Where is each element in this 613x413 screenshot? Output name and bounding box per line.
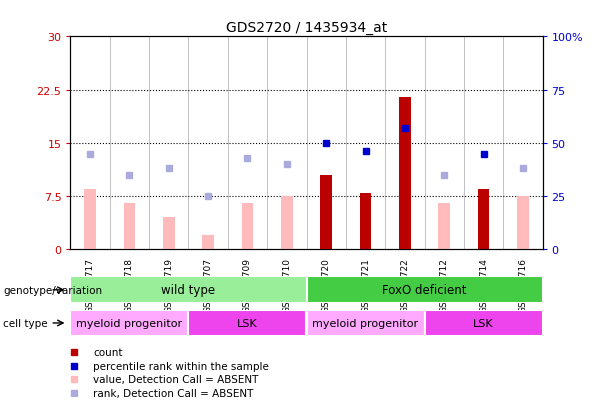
Text: myeloid progenitor: myeloid progenitor: [77, 318, 183, 328]
Bar: [399, 97, 411, 250]
Bar: [438, 204, 450, 250]
Bar: [517, 197, 529, 250]
Bar: [163, 218, 175, 250]
Bar: [242, 204, 253, 250]
Text: rank, Detection Call = ABSENT: rank, Detection Call = ABSENT: [93, 388, 253, 398]
Title: GDS2720 / 1435934_at: GDS2720 / 1435934_at: [226, 21, 387, 35]
Text: LSK: LSK: [237, 318, 258, 328]
Bar: [70, 277, 306, 304]
Bar: [478, 190, 489, 250]
Text: FoxO deficient: FoxO deficient: [383, 284, 466, 297]
Bar: [202, 236, 214, 250]
Bar: [424, 310, 543, 337]
Text: percentile rank within the sample: percentile rank within the sample: [93, 361, 269, 371]
Bar: [320, 176, 332, 250]
Text: genotype/variation: genotype/variation: [3, 285, 102, 295]
Text: value, Detection Call = ABSENT: value, Detection Call = ABSENT: [93, 374, 259, 384]
Bar: [84, 190, 96, 250]
Bar: [189, 310, 306, 337]
Text: cell type: cell type: [3, 318, 48, 328]
Bar: [70, 310, 189, 337]
Bar: [306, 310, 424, 337]
Text: myeloid progenitor: myeloid progenitor: [313, 318, 419, 328]
Text: count: count: [93, 347, 123, 357]
Text: LSK: LSK: [473, 318, 494, 328]
Bar: [124, 204, 135, 250]
Bar: [306, 277, 543, 304]
Bar: [281, 197, 293, 250]
Bar: [360, 193, 371, 250]
Text: wild type: wild type: [161, 284, 216, 297]
